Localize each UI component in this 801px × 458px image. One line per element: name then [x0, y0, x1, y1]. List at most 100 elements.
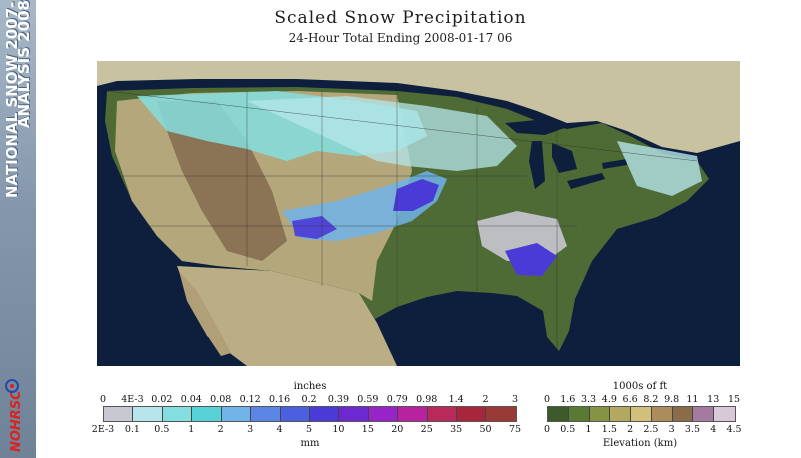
sidebar-title: NATIONAL SNOW 2007- ANALYSIS 2008 [3, 0, 33, 198]
precip-bottom-tick-label: 25 [420, 424, 433, 435]
precip-top-tick-label: 0.12 [239, 394, 261, 405]
elevation-swatch [610, 407, 632, 421]
precip-bottom-tick-label: 10 [332, 424, 345, 435]
snow-northeast [617, 141, 702, 196]
precip-bottom-tick-label: 2E-3 [91, 424, 115, 435]
precip-swatch [251, 407, 281, 421]
snow-southeast-heavy [505, 243, 557, 276]
elevation-top-tick-label: 9.8 [664, 394, 680, 405]
elevation-bottom-tick-label: 0 [543, 424, 551, 435]
precip-swatch [309, 407, 340, 421]
precip-colorbar [103, 406, 517, 422]
elevation-bottom-tick-label: 4 [710, 424, 717, 435]
snow-heavy-plains [393, 179, 439, 211]
precip-top-tick-label: 1.4 [448, 394, 464, 405]
elevation-bottom-tick-label: 3.5 [684, 424, 700, 435]
elevation-swatch [651, 407, 673, 421]
elevation-swatch [568, 407, 590, 421]
elevation-swatch [672, 407, 694, 421]
precip-bottom-tick-label: 20 [391, 424, 404, 435]
elevation-top-tick-label: 15 [727, 394, 741, 405]
precip-bottom-tick-label: 5 [305, 424, 313, 435]
lake-superior [505, 119, 567, 135]
elevation-top-tick-label: 11 [686, 394, 699, 405]
precip-swatch [221, 407, 252, 421]
elevation-bottom-tick-label: 4.5 [726, 424, 742, 435]
page-title: Scaled Snow Precipitation [274, 8, 527, 28]
precip-swatch [162, 407, 193, 421]
precip-top-tick-label: 0.02 [151, 394, 173, 405]
elevation-bottom-tick-label: 1.5 [601, 424, 617, 435]
sidebar-banner: NATIONAL SNOW 2007- ANALYSIS 2008 NOHRSC [0, 0, 36, 458]
precip-top-tick-label: 0.79 [386, 394, 408, 405]
snow-precip-map [97, 61, 740, 366]
elevation-top-tick-label: 3.3 [580, 394, 597, 405]
precip-swatch [427, 407, 458, 421]
elevation-bottom-tick-label: 1 [585, 424, 592, 435]
elevation-bottom-tick-label: 0.5 [560, 424, 576, 435]
precip-top-tick-label: 0 [99, 394, 107, 405]
precip-swatch [486, 407, 516, 421]
precip-swatch [398, 407, 428, 421]
nohrsc-logo-text: NOHRSC [9, 390, 24, 452]
precip-top-tick-label: 2 [482, 394, 489, 405]
lake-michigan [529, 141, 545, 189]
precip-top-tick-label: 0.16 [268, 394, 291, 405]
precip-swatch [192, 407, 222, 421]
precip-top-tick-label: 0.2 [301, 394, 317, 405]
precip-bottom-tick-label: 0.1 [124, 424, 140, 435]
elevation-bottom-tick-label: 3 [668, 424, 675, 435]
precip-bottom-tick-label: 4 [276, 424, 283, 435]
precip-bottom-tick-label: 2 [217, 424, 224, 435]
rocky-mountains [157, 101, 287, 261]
canada-landmass [97, 61, 740, 153]
precip-top-tick-label: 0.59 [357, 394, 379, 405]
precip-top-tick-label: 0.39 [327, 394, 349, 405]
elevation-legend-bottom-title: Elevation (km) [602, 438, 678, 449]
snow-light-north [247, 96, 517, 171]
precip-top-tick-label: 4E-3 [121, 394, 144, 405]
elevation-top-tick-label: 6.6 [622, 394, 638, 405]
precip-bottom-tick-label: 0.5 [154, 424, 170, 435]
state-borders [106, 90, 698, 351]
precip-swatch [339, 407, 369, 421]
precip-legend-top-title: inches [293, 381, 327, 392]
precip-bottom-tick-label: 50 [479, 424, 492, 435]
elevation-top-tick-label: 13 [707, 394, 720, 405]
precip-bottom-tick-label: 15 [361, 424, 374, 435]
page-subtitle: 24-Hour Total Ending 2008-01-17 06 [288, 31, 513, 45]
mexico-landmass [177, 266, 397, 366]
precip-swatch [133, 407, 163, 421]
baja-landmass [179, 271, 231, 356]
elevation-colorbar [547, 406, 736, 422]
elevation-bottom-tick-label: 2.5 [643, 424, 659, 435]
precip-swatch [280, 407, 310, 421]
lake-ontario [602, 159, 627, 169]
elevation-swatch [589, 407, 611, 421]
elevation-swatch [693, 407, 715, 421]
precip-bottom-tick-label: 1 [188, 424, 195, 435]
elevation-top-tick-label: 1.6 [560, 394, 576, 405]
precip-top-tick-label: 3 [511, 394, 519, 405]
precip-bottom-tick-label: 35 [450, 424, 463, 435]
elevation-swatch [714, 407, 735, 421]
elevation-top-tick-label: 4.9 [601, 394, 617, 405]
map-canvas [97, 61, 740, 366]
nohrsc-logo-icon: NOHRSC [5, 379, 24, 452]
elevation-top-tick-label: 0 [543, 394, 551, 405]
precip-top-tick-label: 0.08 [210, 394, 232, 405]
elevation-top-tick-label: 8.2 [643, 394, 659, 405]
elevation-bottom-tick-label: 2 [627, 424, 634, 435]
elevation-swatch [548, 407, 569, 421]
precip-swatch [368, 407, 399, 421]
lake-huron [552, 143, 577, 173]
elevation-swatch [631, 407, 652, 421]
sidebar-line2: ANALYSIS [15, 46, 33, 128]
lake-erie [567, 173, 605, 189]
precip-legend-bottom-title: mm [300, 438, 320, 449]
precip-top-tick-label: 0.04 [180, 394, 202, 405]
precip-bottom-tick-label: 3 [247, 424, 254, 435]
precip-swatch [104, 407, 134, 421]
precip-top-tick-label: 0.98 [416, 394, 438, 405]
precip-swatch [457, 407, 487, 421]
